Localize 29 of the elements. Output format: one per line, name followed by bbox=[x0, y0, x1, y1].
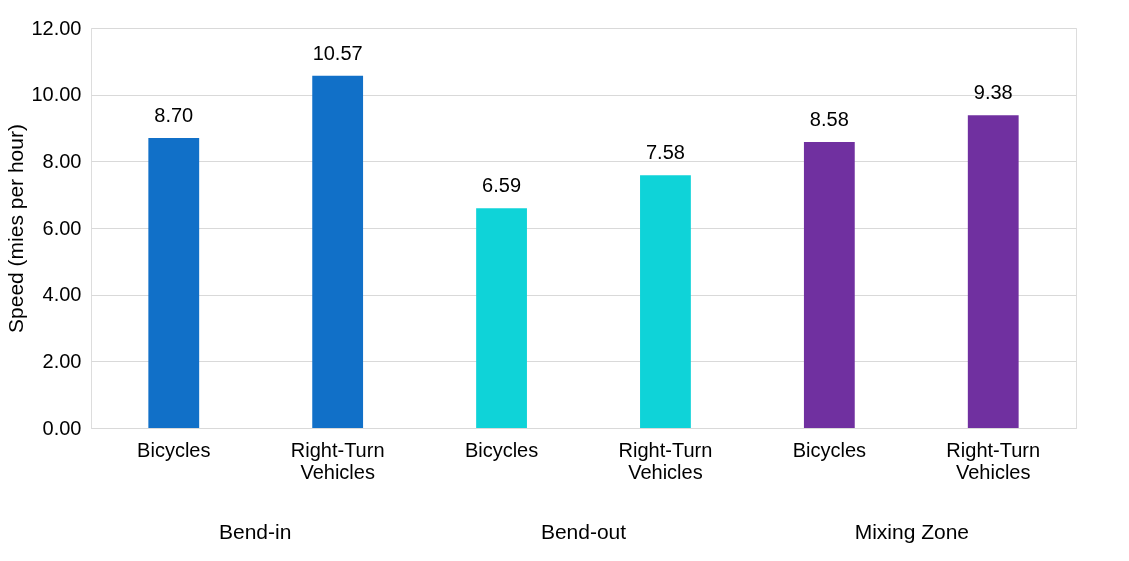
y-tick-label: 2.00 bbox=[42, 349, 82, 372]
bar bbox=[803, 142, 855, 428]
x-tick-label: Right-Turn Vehicles bbox=[618, 438, 713, 483]
bar bbox=[476, 208, 527, 428]
data-label: 9.38 bbox=[973, 81, 1013, 104]
y-tick-label: 8.00 bbox=[42, 149, 82, 172]
data-label: 8.70 bbox=[154, 104, 194, 126]
data-label: 6.59 bbox=[482, 174, 522, 197]
y-tick-label: 4.00 bbox=[42, 283, 82, 306]
bar bbox=[312, 75, 364, 428]
data-label: 8.58 bbox=[809, 108, 849, 130]
x-tick-label: Bicycles bbox=[137, 438, 211, 461]
x-tick-label: Right-Turn Vehicles bbox=[290, 438, 385, 483]
x-tick-label: Bicycles bbox=[464, 438, 539, 461]
x-tick-label: Bicycles bbox=[792, 438, 867, 461]
x-tick-label: Right-Turn Vehicles bbox=[946, 438, 1041, 483]
data-label: 10.57 bbox=[312, 41, 363, 64]
y-tick-label: 0.00 bbox=[42, 416, 82, 439]
text: Bend-in bbox=[218, 520, 292, 543]
bar bbox=[967, 115, 1019, 428]
y-tick-label: 12.00 bbox=[31, 16, 82, 39]
bar bbox=[148, 138, 200, 428]
y-axis-title: Speed (mies per hour) bbox=[4, 124, 28, 333]
bar bbox=[640, 175, 691, 428]
text: Mixing Zone bbox=[854, 520, 970, 543]
data-label: 7.58 bbox=[645, 141, 685, 164]
y-tick-label: 10.00 bbox=[31, 83, 82, 106]
text: Bend-out bbox=[540, 520, 627, 543]
y-tick-label: 6.00 bbox=[42, 216, 82, 239]
